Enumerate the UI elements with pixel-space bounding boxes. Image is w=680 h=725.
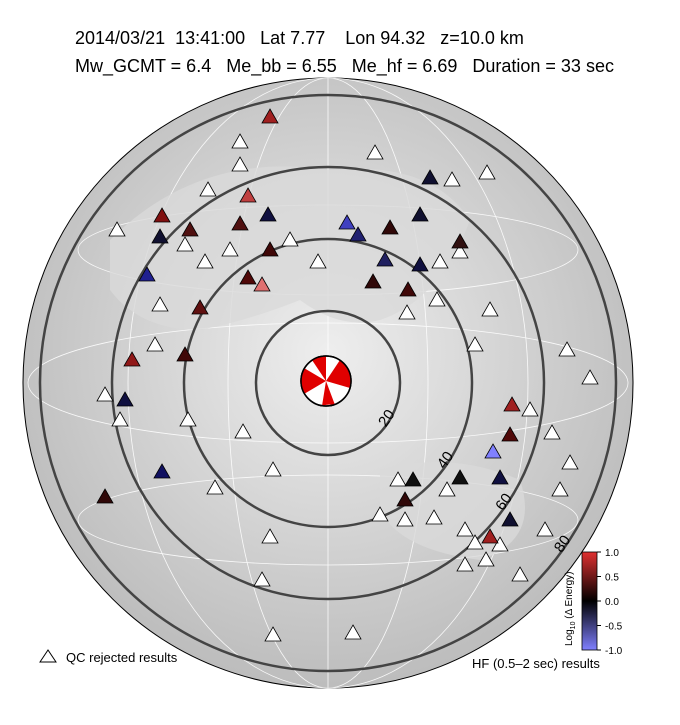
contour: [254, 309, 402, 457]
legend-text: QC rejected results: [66, 650, 178, 665]
contour-label: 20: [375, 407, 398, 430]
colorbar-tick-label: -0.5: [605, 622, 623, 633]
contour: [182, 237, 474, 529]
beachball: [300, 355, 352, 407]
colorbar-tick-label: 1.0: [605, 548, 619, 559]
colorbar-tick-label: -1.0: [605, 646, 623, 657]
legend-symbol: [39, 649, 57, 663]
distance-contours: [38, 93, 618, 673]
colorbar-tick-label: 0.5: [605, 573, 619, 584]
colorbar: [581, 551, 598, 651]
colorbar-tick-label: 0.0: [605, 597, 619, 608]
contour: [38, 93, 618, 673]
title-line: 2014/03/21 13:41:00 Lat 7.77 Lon 94.32 z…: [75, 28, 524, 48]
title-line: Mw_GCMT = 6.4 Me_bb = 6.55 Me_hf = 6.69 …: [75, 56, 614, 77]
contour-label: 80: [551, 532, 574, 555]
contour: [110, 165, 546, 601]
contour-label: 60: [492, 490, 515, 513]
colorbar-label: Log10 (Δ Energy): [564, 571, 577, 646]
legend-text: HF (0.5–2 sec) results: [472, 656, 600, 671]
contour-label: 40: [434, 448, 457, 471]
